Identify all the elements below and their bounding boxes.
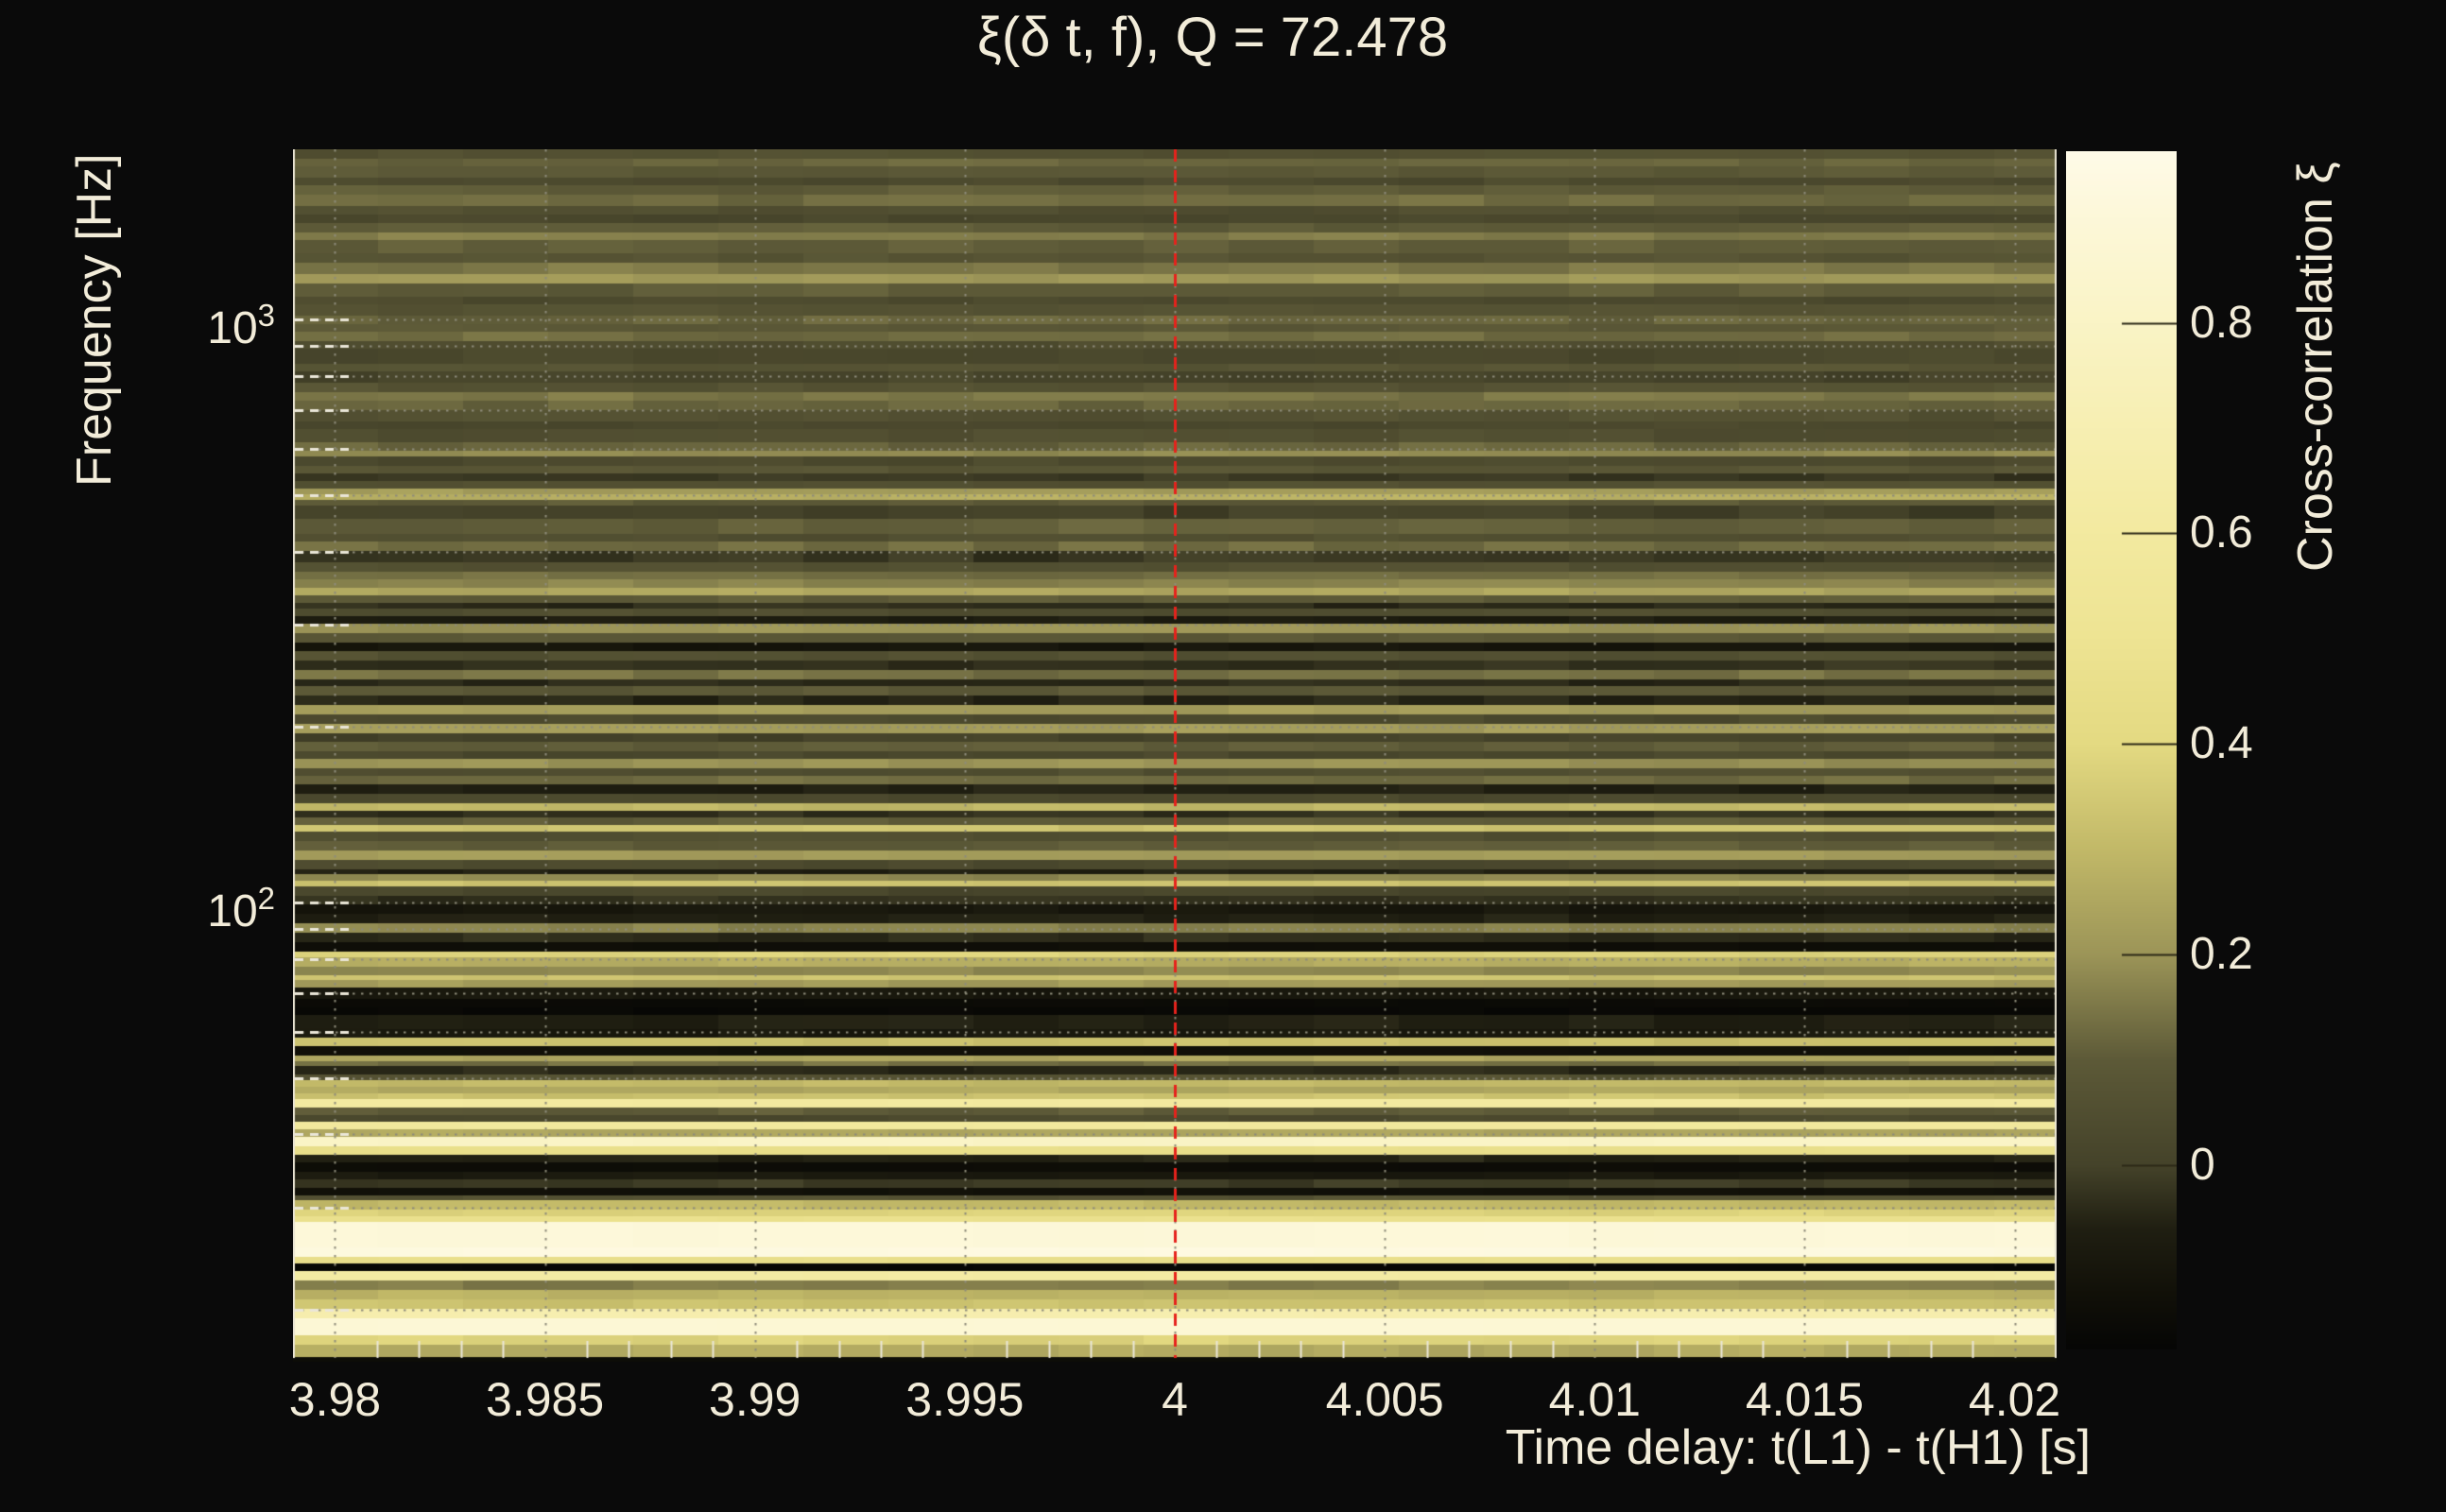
y-tick-label: 102 bbox=[125, 876, 276, 935]
y-tick-label: 103 bbox=[125, 293, 276, 352]
x-tick-label: 4.005 bbox=[1325, 1373, 1444, 1426]
x-tick-label: 3.985 bbox=[486, 1373, 605, 1426]
colorbar-tick-label: 0.6 bbox=[2190, 507, 2253, 558]
x-tick-label: 4 bbox=[1162, 1373, 1188, 1426]
x-tick-label: 3.99 bbox=[709, 1373, 801, 1426]
y-tick-base: 10 bbox=[207, 885, 258, 936]
y-tick-exponent: 3 bbox=[257, 298, 276, 334]
heatmap-canvas bbox=[293, 149, 2057, 1362]
x-tick-label: 3.995 bbox=[905, 1373, 1025, 1426]
y-tick-base: 10 bbox=[207, 303, 258, 354]
x-tick-label: 4.015 bbox=[1745, 1373, 1864, 1426]
x-tick-label: 3.98 bbox=[288, 1373, 382, 1426]
colorbar-tick-label: 0 bbox=[2190, 1140, 2215, 1190]
y-tick-exponent: 2 bbox=[257, 880, 276, 916]
y-axis-title: Frequency [Hz] bbox=[67, 153, 122, 487]
colorbar-title: Cross-correlation ξ bbox=[2288, 162, 2343, 572]
chart-title: ξ(δ t, f), Q = 72.478 bbox=[976, 7, 1449, 68]
colorbar-tick-label: 0.4 bbox=[2190, 718, 2253, 769]
colorbar-tick-label: 0.2 bbox=[2190, 929, 2253, 980]
colorbar-canvas bbox=[2066, 151, 2177, 1349]
x-axis-title: Time delay: t(L1) - t(H1) [s] bbox=[1505, 1420, 2091, 1475]
x-tick-label: 4.02 bbox=[1968, 1373, 2061, 1426]
colorbar-tick-label: 0.8 bbox=[2190, 297, 2253, 348]
x-tick-label: 4.01 bbox=[1548, 1373, 1641, 1426]
